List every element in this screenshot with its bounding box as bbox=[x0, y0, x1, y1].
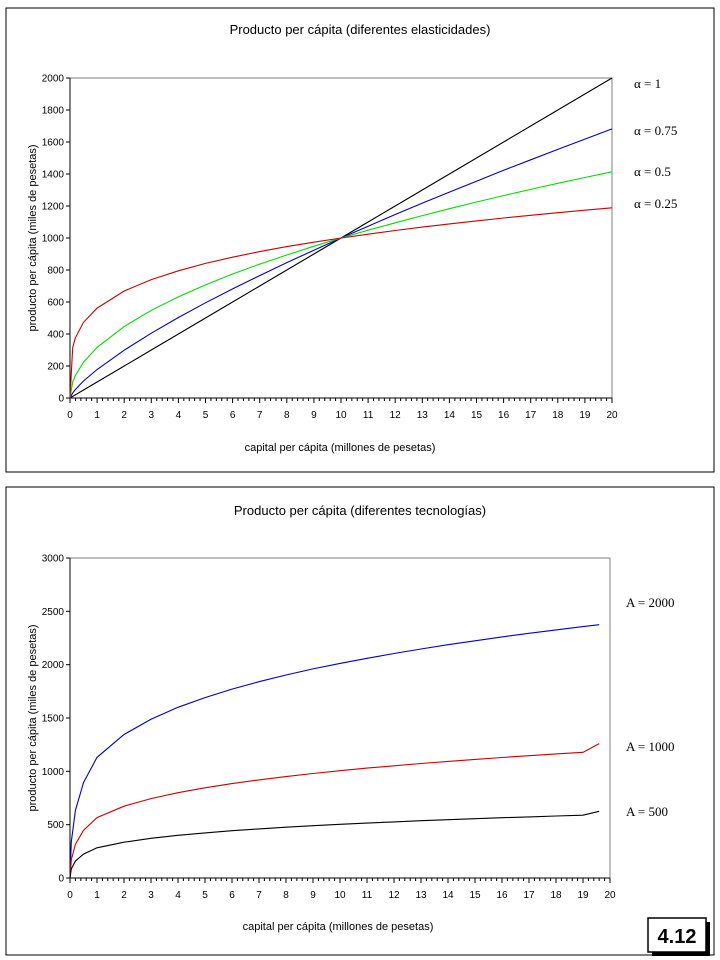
legend-a-2000: A = 2000 bbox=[626, 595, 675, 610]
chart-2-x-axis-title: capital per cápita (millones de pesetas) bbox=[243, 921, 434, 933]
y-tick-label: 2000 bbox=[42, 74, 65, 85]
chart-1-y-axis: 0 200 400 600 800 1000 1200 1400 1600 1800 2000 bbox=[42, 74, 71, 405]
x-tick-label: 11 bbox=[362, 890, 373, 901]
chart-1-series-group bbox=[69, 77, 613, 399]
y-tick-label: 3000 bbox=[42, 554, 65, 565]
series-line-1 bbox=[69, 77, 613, 399]
x-tick-label: 16 bbox=[496, 890, 508, 901]
x-tick-label: 3 bbox=[148, 890, 154, 901]
y-tick-label: 2500 bbox=[42, 607, 65, 618]
x-tick-label: 9 bbox=[311, 410, 317, 421]
x-tick-label: 16 bbox=[498, 410, 510, 421]
x-tick-label: 18 bbox=[550, 890, 562, 901]
y-tick-label: 0 bbox=[58, 394, 64, 405]
chart-1-x-axis-title: capital per cápita (millones de pesetas) bbox=[245, 442, 436, 454]
x-tick-label: 3 bbox=[149, 410, 155, 421]
x-tick-label: 0 bbox=[67, 890, 73, 901]
y-tick-label: 600 bbox=[47, 298, 64, 309]
x-tick-label: 10 bbox=[335, 410, 347, 421]
y-tick-label: 1000 bbox=[42, 234, 65, 245]
x-tick-label: 6 bbox=[229, 890, 235, 901]
x-tick-label: 4 bbox=[175, 890, 181, 901]
badge-label: 4.12 bbox=[658, 926, 697, 948]
series-line-3 bbox=[69, 171, 613, 399]
legend-alpha-0-75: α = 0.75 bbox=[634, 123, 677, 138]
x-tick-label: 1 bbox=[94, 890, 100, 901]
x-tick-label: 12 bbox=[388, 890, 400, 901]
x-tick-label: 11 bbox=[363, 410, 374, 421]
y-tick-label: 1800 bbox=[42, 106, 65, 117]
y-tick-label: 0 bbox=[58, 874, 64, 885]
chart-2-legend: A = 2000 A = 1000 A = 500 bbox=[626, 595, 675, 819]
x-tick-label: 13 bbox=[417, 410, 429, 421]
x-tick-label: 2 bbox=[121, 410, 127, 421]
chart-2-plot-area bbox=[69, 557, 611, 879]
y-tick-label: 1000 bbox=[42, 767, 65, 778]
x-tick-label: 0 bbox=[67, 410, 73, 421]
x-tick-label: 19 bbox=[579, 410, 591, 421]
x-tick-label: 4 bbox=[176, 410, 182, 421]
y-tick-label: 1200 bbox=[42, 202, 65, 213]
legend-alpha-0-25: α = 0.25 bbox=[634, 196, 677, 211]
x-tick-label: 1 bbox=[94, 410, 100, 421]
y-tick-label: 500 bbox=[47, 820, 64, 831]
x-tick-label: 9 bbox=[310, 890, 316, 901]
y-tick-label: 800 bbox=[47, 266, 64, 277]
legend-alpha-1: α = 1 bbox=[634, 76, 661, 91]
x-tick-label: 18 bbox=[552, 410, 564, 421]
legend-a-500: A = 500 bbox=[626, 804, 668, 819]
slide-number-badge: 4.12 bbox=[647, 917, 710, 956]
y-tick-label: 1500 bbox=[42, 714, 65, 725]
chart-1-title: Producto per cápita (diferentes elastici… bbox=[230, 22, 491, 37]
x-tick-label: 20 bbox=[604, 890, 616, 901]
series-line-1 bbox=[69, 624, 600, 879]
x-tick-label: 5 bbox=[202, 890, 208, 901]
chart-1-x-axis: 0 1 2 3 4 5 6 7 8 9 10 11 12 13 14 15 16 17 18 19 20 bbox=[67, 397, 618, 421]
series-line-4 bbox=[69, 207, 613, 399]
chart-2-y-axis: 0 500 1000 1500 2000 2500 3000 bbox=[42, 554, 71, 885]
y-tick-label: 1400 bbox=[42, 170, 65, 181]
x-tick-label: 15 bbox=[469, 890, 481, 901]
series-line-3 bbox=[69, 810, 600, 879]
chart-1-legend: α = 1 α = 0.75 α = 0.5 α = 0.25 bbox=[634, 76, 677, 211]
badge-box bbox=[647, 917, 707, 953]
x-tick-label: 14 bbox=[442, 890, 454, 901]
x-tick-label: 10 bbox=[334, 890, 346, 901]
legend-alpha-0-5: α = 0.5 bbox=[634, 164, 671, 179]
legend-a-1000: A = 1000 bbox=[626, 739, 675, 754]
chart-2-x-axis: 0 1 2 3 4 5 6 7 8 9 10 11 12 13 14 15 16 17 18 19 20 bbox=[67, 877, 616, 901]
y-tick-label: 2000 bbox=[42, 660, 65, 671]
x-tick-label: 2 bbox=[121, 890, 127, 901]
chart-tecnologias: Producto per cápita (diferentes tecnolog… bbox=[5, 486, 715, 956]
x-tick-label: 15 bbox=[471, 410, 483, 421]
x-tick-label: 7 bbox=[256, 890, 262, 901]
x-tick-label: 6 bbox=[230, 410, 236, 421]
chart-elasticidades: Producto per cápita (diferentes elastici… bbox=[5, 7, 715, 473]
y-tick-label: 400 bbox=[47, 330, 64, 341]
x-tick-label: 20 bbox=[606, 410, 618, 421]
chart-2-series-group bbox=[69, 624, 600, 879]
x-tick-label: 8 bbox=[283, 890, 289, 901]
series-line-2 bbox=[69, 128, 613, 399]
x-tick-label: 17 bbox=[523, 890, 535, 901]
series-line-2 bbox=[69, 743, 600, 879]
x-tick-label: 19 bbox=[577, 890, 589, 901]
x-tick-label: 7 bbox=[257, 410, 263, 421]
chart-2-title: Producto per cápita (diferentes tecnolog… bbox=[234, 503, 486, 518]
x-tick-label: 12 bbox=[390, 410, 402, 421]
y-tick-label: 1600 bbox=[42, 138, 65, 149]
chart-1-y-axis-title: producto per cápita (miles de pesetas) bbox=[27, 144, 39, 331]
x-tick-label: 17 bbox=[525, 410, 537, 421]
x-tick-label: 8 bbox=[284, 410, 290, 421]
y-tick-label: 200 bbox=[47, 362, 64, 373]
chart-2-y-axis-title: producto per cápita (miles de pesetas) bbox=[27, 624, 39, 811]
x-tick-label: 14 bbox=[444, 410, 456, 421]
x-tick-label: 5 bbox=[203, 410, 209, 421]
x-tick-label: 13 bbox=[415, 890, 427, 901]
